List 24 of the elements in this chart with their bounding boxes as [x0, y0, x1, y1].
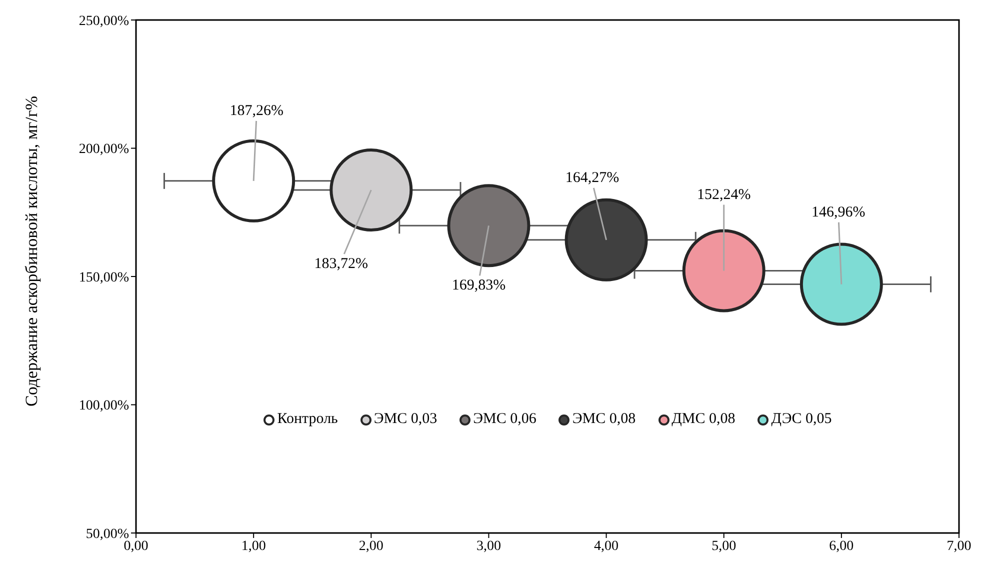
legend-label: ЭМС 0,03: [372, 411, 438, 428]
data-label: 183,72%: [314, 256, 368, 272]
y-axis-title: Содержание аскорбиновой кислоты, мг/г%: [22, 96, 42, 406]
legend-label: ЭМС 0,06: [472, 411, 536, 428]
data-label: 152,24%: [696, 186, 751, 203]
y-tick-label: 100,00%: [78, 398, 130, 414]
x-tick-label: 3,00: [476, 538, 501, 554]
x-tick-label: 5,00: [712, 538, 736, 554]
x-tick-label: 4,00: [594, 538, 619, 554]
legend-label: ЭМС 0,08: [571, 411, 636, 428]
x-tick-label: 6,00: [829, 538, 854, 554]
data-label: 164,27%: [565, 170, 620, 186]
legend-label: ДМС 0,08: [670, 411, 736, 428]
y-tick-label: 150,00%: [78, 270, 130, 286]
y-tick-label: 200,00%: [78, 142, 130, 158]
y-tick-label: 250,00%: [78, 14, 130, 29]
x-tick-label: 7,00: [946, 538, 972, 554]
data-label: 187,26%: [230, 102, 284, 119]
legend-label: ДЭС 0,05: [770, 411, 832, 428]
x-tick-label: 1,00: [241, 538, 266, 554]
x-tick-label: 2,00: [358, 538, 384, 554]
data-label: 146,96%: [812, 204, 866, 220]
legend-label: Контроль: [276, 411, 338, 428]
data-label: 169,83%: [452, 278, 506, 294]
